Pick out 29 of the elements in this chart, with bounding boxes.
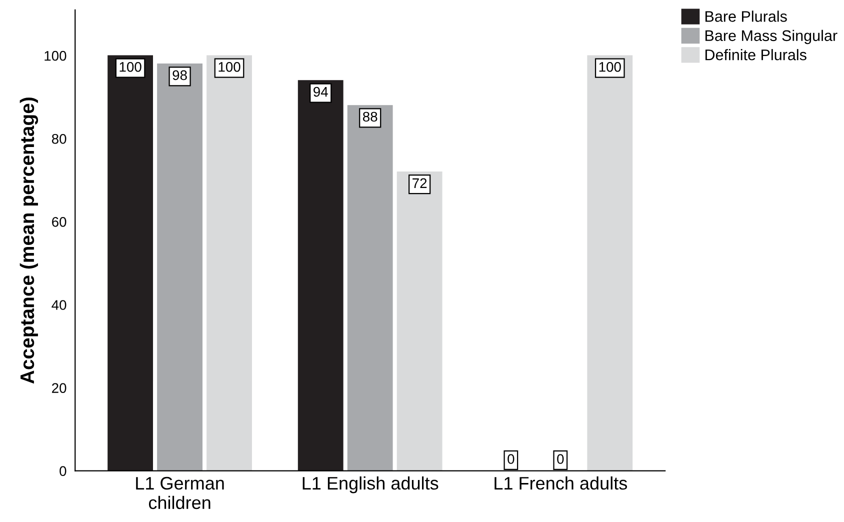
data-label: 72: [412, 178, 427, 188]
data-label: 0: [557, 454, 564, 464]
bar: [206, 55, 252, 471]
data-label: 94: [314, 86, 328, 97]
legend-label: Definite Plurals: [705, 49, 806, 60]
x-tick-label: L1 English adults: [302, 476, 438, 494]
bar: [298, 80, 344, 471]
x-tick-label: L1 German children: [136, 476, 224, 510]
data-label: 88: [362, 112, 378, 122]
y-tick-label: 60: [52, 217, 66, 227]
data-label: 100: [120, 62, 142, 72]
bar: [347, 105, 393, 471]
y-tick-label: 20: [52, 383, 66, 393]
y-tick-label: 80: [52, 134, 66, 144]
bar: [587, 55, 633, 471]
y-axis-title: Acceptance (mean percentage): [20, 98, 38, 384]
legend-label: Bare Plurals: [705, 10, 787, 22]
data-label: 0: [508, 454, 514, 464]
data-label: 100: [218, 62, 240, 72]
y-tick-label: 0: [60, 466, 66, 476]
legend-label: Bare Mass Singular: [705, 30, 838, 44]
x-tick-label: L1 French adults: [494, 476, 627, 490]
y-tick-label: 40: [52, 300, 66, 310]
data-label: 100: [599, 62, 621, 72]
bar: [157, 64, 202, 471]
bar: [396, 172, 442, 471]
data-label: 98: [172, 70, 187, 80]
y-tick-label: 100: [44, 50, 66, 61]
bar: [108, 55, 154, 471]
